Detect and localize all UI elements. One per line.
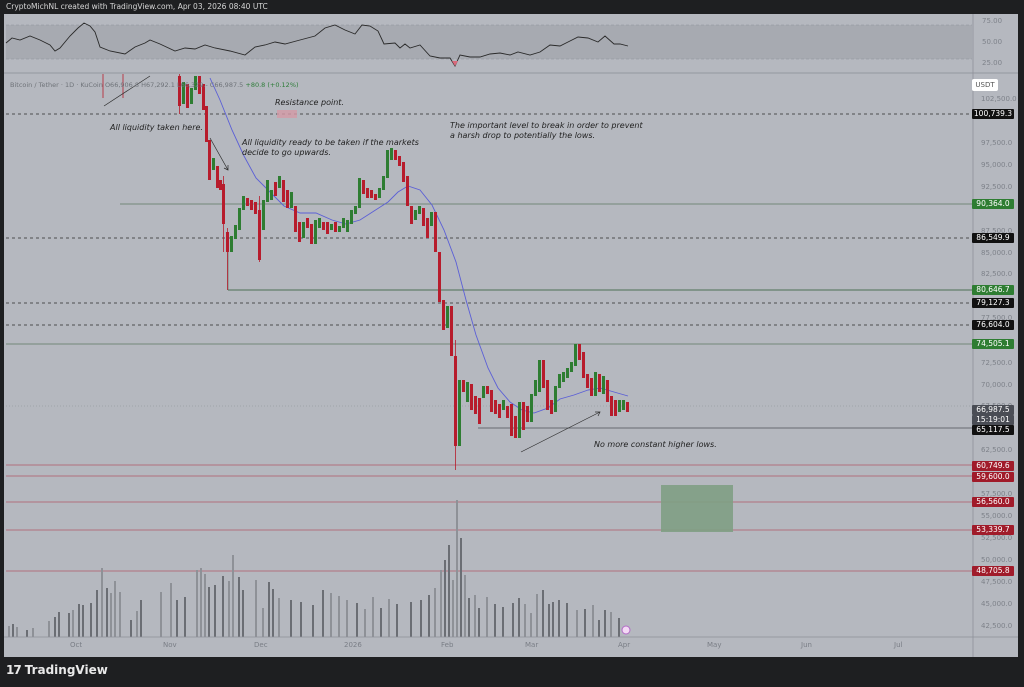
horizontal-levels (6, 110, 972, 572)
price-tag-support[interactable]: 59,600.0 (972, 472, 1014, 482)
annotation-line: a harsh drop to potentially the lows. (450, 131, 596, 140)
annotation-line: All liquidity ready to be taken if the m… (242, 138, 419, 147)
price-axis-label: 102,500.0 (981, 95, 1017, 103)
time-axis-label: Nov (163, 641, 177, 649)
price-axis-label: 82,500.0 (981, 270, 1013, 278)
price-tag-level[interactable]: 90,364.0 (972, 199, 1014, 209)
footer-bar (0, 657, 1024, 687)
time-axis-label: Dec (254, 641, 268, 649)
tradingview-logo-text: TradingView (24, 663, 108, 677)
price-axis-label: 42,500.0 (981, 622, 1013, 630)
price-axis-label: 70,000.0 (981, 381, 1013, 389)
time-axis-label: Jun (801, 641, 812, 649)
price-tag-level[interactable]: 79,127.3 (972, 298, 1014, 308)
dividend-event-icon[interactable] (621, 625, 631, 635)
attribution-bar: CryptoMichNL created with TradingView.co… (0, 0, 1024, 14)
attribution-text: CryptoMichNL created with TradingView.co… (6, 2, 268, 11)
annotation-liquidity-taken[interactable]: All liquidity taken here. (110, 123, 203, 132)
price-tag-resistance[interactable]: 100,739.3 (972, 109, 1014, 119)
candlesticks (102, 74, 629, 470)
price-axis-label: 50,000.0 (981, 556, 1013, 564)
tradingview-logo-icon: 17 (6, 663, 22, 677)
time-axis-label: Feb (441, 641, 454, 649)
annotation-line: The important level to break in order to… (450, 121, 643, 130)
volume-histogram (8, 500, 620, 637)
annotation-liquidity-ready[interactable]: All liquidity ready to be taken if the m… (242, 138, 419, 158)
currency-badge[interactable]: USDT (972, 79, 998, 91)
time-axis-label: Apr (618, 641, 631, 649)
price-axis-label: 52,500.0 (981, 534, 1013, 542)
price-axis-label: 47,500.0 (981, 578, 1013, 586)
time-axis-label: May (707, 641, 722, 649)
ohlc-values: O66,906.8 H67,292.1 L66,329.- C66,987.5 (104, 81, 244, 89)
target-zone (661, 485, 733, 532)
rsi-axis-50: 50.00 (982, 38, 1003, 46)
chart-frame[interactable] (4, 14, 1018, 657)
price-axis-label: 57,500.0 (981, 490, 1013, 498)
price-axis-label: 55,000.0 (981, 512, 1013, 520)
last-price-tag[interactable]: 66,987.5 (972, 405, 1014, 415)
price-axis-label: 77,500.0 (981, 314, 1013, 322)
price-tag-level[interactable]: 76,604.0 (972, 320, 1014, 330)
price-axis-label: 87,500.0 (981, 227, 1013, 235)
annotation-line: decide to go upwards. (242, 148, 331, 157)
annotation-higher-lows[interactable]: No more constant higher lows. (594, 440, 717, 449)
rsi-axis-75: 75.00 (982, 17, 1003, 25)
time-axis-label: 2026 (344, 641, 362, 649)
price-axis-label: 92,500.0 (981, 183, 1013, 191)
price-axis-label: 62,500.0 (981, 446, 1013, 454)
price-tag-support[interactable]: 48,705.8 (972, 566, 1014, 576)
candle-countdown: 15:19:01 (972, 415, 1014, 425)
tradingview-logo[interactable]: 17 TradingView (6, 663, 108, 677)
price-change: +80.8 (+0.12%) (245, 81, 299, 89)
time-axis-label: Jul (894, 641, 903, 649)
symbol-name: Bitcoin / Tether · 1D · KuCoin (10, 81, 103, 89)
price-tag-level[interactable]: 86,549.9 (972, 233, 1014, 243)
annotation-resistance[interactable]: Resistance point. (275, 98, 344, 107)
price-axis-label: 95,000.0 (981, 161, 1013, 169)
symbol-legend: Bitcoin / Tether · 1D · KuCoin O66,906.8… (10, 81, 299, 89)
price-tag-level[interactable]: 80,646.7 (972, 285, 1014, 295)
rsi-axis-25: 25.00 (982, 59, 1003, 67)
price-tag-level[interactable]: 65,117.5 (972, 425, 1014, 435)
trend-drawings (103, 75, 601, 453)
time-axis-label: Oct (70, 641, 83, 649)
time-axis-label: Mar (525, 641, 539, 649)
price-axis-label: 72,500.0 (981, 359, 1013, 367)
price-axis-label: 97,500.0 (981, 139, 1013, 147)
price-tag-support[interactable]: 53,339.7 (972, 525, 1014, 535)
price-axis-label: 85,000.0 (981, 249, 1013, 257)
rsi-pane (4, 22, 1018, 74)
price-tag-support[interactable]: 56,560.0 (972, 497, 1014, 507)
price-tag-support[interactable]: 60,749.6 (972, 461, 1014, 471)
price-tag-level[interactable]: 74,505.1 (972, 339, 1014, 349)
annotation-important-level[interactable]: The important level to break in order to… (450, 121, 643, 141)
price-axis-label: 45,000.0 (981, 600, 1013, 608)
